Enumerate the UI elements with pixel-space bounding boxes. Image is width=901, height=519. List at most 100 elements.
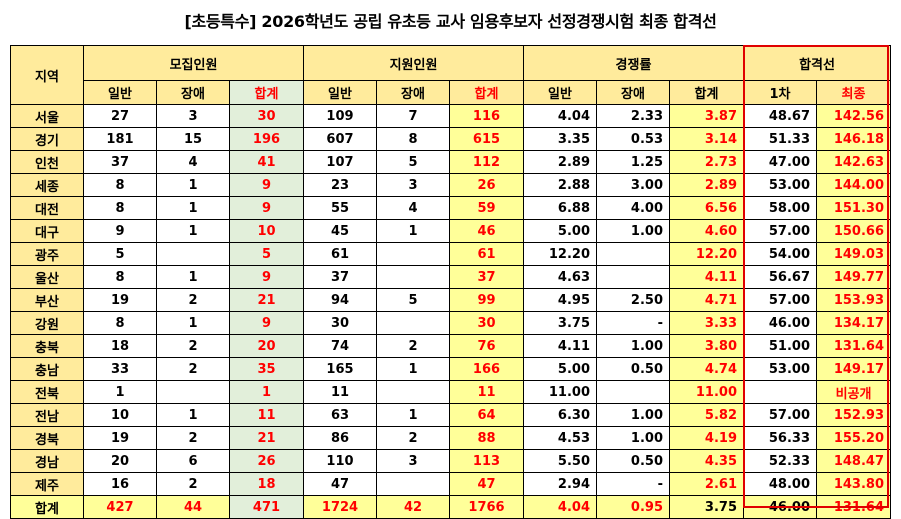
cell-applicants-general: 1724 [303, 495, 377, 519]
cell-cutoff-final: 143.80 [815, 472, 892, 496]
cell-recruit-total: 11 [229, 403, 304, 427]
cell-applicants-general: 607 [303, 127, 377, 151]
header-recruit-disabled: 장애 [156, 80, 230, 105]
cell-ratio-disabled: 2.50 [596, 288, 670, 312]
cell-recruit-general: 19 [83, 288, 157, 312]
header-cutoff: 합격선 [742, 45, 892, 81]
cell-ratio-disabled [596, 265, 670, 289]
cell-recruit-total: 20 [229, 334, 304, 358]
cell-region: 세종 [10, 173, 84, 197]
cell-ratio-total: 5.82 [669, 403, 744, 427]
cell-ratio-disabled: 4.00 [596, 196, 670, 220]
cell-recruit-general: 33 [83, 357, 157, 381]
cell-recruit-disabled: 1 [156, 403, 230, 427]
header-ratio-general: 일반 [523, 80, 597, 105]
cell-applicants-total: 76 [449, 334, 524, 358]
cell-recruit-general: 18 [83, 334, 157, 358]
cell-cutoff-first: 57.00 [743, 219, 817, 243]
cell-applicants-general: 45 [303, 219, 377, 243]
cell-applicants-disabled: 2 [376, 426, 450, 450]
cell-cutoff-final: 144.00 [815, 173, 892, 197]
table-row: 강원 8 1 9 30 30 3.75-3.33 46.00 134.17 [10, 311, 892, 335]
cell-applicants-disabled: 5 [376, 150, 450, 174]
cell-recruit-disabled: 2 [156, 288, 230, 312]
cell-region: 강원 [10, 311, 84, 335]
cell-recruit-general: 8 [83, 265, 157, 289]
cell-ratio-general: 6.30 [523, 403, 597, 427]
cell-recruit-general: 8 [83, 311, 157, 335]
cell-cutoff-first: 58.00 [743, 196, 817, 220]
cell-applicants-general: 47 [303, 472, 377, 496]
cell-applicants-general: 61 [303, 242, 377, 266]
page-title: [초등특수] 2026학년도 공립 유초등 교사 임용후보자 선정경쟁시험 최종… [184, 12, 717, 31]
cell-applicants-general: 63 [303, 403, 377, 427]
cell-recruit-total: 21 [229, 288, 304, 312]
table-row: 충남 33 2 35 165 1 166 5.00 0.50 4.74 53.00 149.17 [10, 357, 892, 381]
cell-ratio-total: 6.56 [669, 196, 744, 220]
cell-ratio-disabled: 0.50 [596, 449, 670, 473]
cell-recruit-general: 20 [83, 449, 157, 473]
cell-cutoff-first: 51.00 [743, 334, 817, 358]
cell-cutoff-final: 146.18 [815, 127, 892, 151]
cell-ratio-disabled: 0.53 [596, 127, 670, 151]
cell-ratio-total: 3.33 [669, 311, 744, 335]
cell-applicants-total: 47 [449, 472, 524, 496]
cell-recruit-total: 30 [229, 104, 304, 128]
cell-applicants-general: 86 [303, 426, 377, 450]
cell-applicants-total: 112 [449, 150, 524, 174]
cell-recruit-disabled: 1 [156, 196, 230, 220]
cell-applicants-disabled [376, 380, 450, 404]
cell-recruit-general: 10 [83, 403, 157, 427]
cell-recruit-general: 27 [83, 104, 157, 128]
cell-cutoff-final: 142.56 [815, 104, 892, 128]
cell-applicants-total: 64 [449, 403, 524, 427]
header-ratio-disabled: 장애 [596, 80, 670, 105]
cell-region: 서울 [10, 104, 84, 128]
cell-region: 울산 [10, 265, 84, 289]
cell-ratio-total: 3.14 [669, 127, 744, 151]
cell-cutoff-final: 142.63 [815, 150, 892, 174]
cell-ratio-total: 2.89 [669, 173, 744, 197]
cell-cutoff-first: 51.33 [743, 127, 817, 151]
cell-cutoff-first: 46.00 [743, 311, 817, 335]
cell-applicants-disabled: 8 [376, 127, 450, 151]
cell-cutoff-final: 155.20 [815, 426, 892, 450]
cell-ratio-total: 4.11 [669, 265, 744, 289]
cell-applicants-total: 37 [449, 265, 524, 289]
cell-ratio-general: 3.35 [523, 127, 597, 151]
cell-ratio-disabled: 3.00 [596, 173, 670, 197]
cell-applicants-general: 30 [303, 311, 377, 335]
cell-applicants-general: 23 [303, 173, 377, 197]
cell-recruit-disabled: 1 [156, 265, 230, 289]
cell-cutoff-first: 48.67 [743, 104, 817, 128]
cell-applicants-general: 37 [303, 265, 377, 289]
cell-applicants-general: 165 [303, 357, 377, 381]
cell-ratio-disabled: 1.00 [596, 334, 670, 358]
header-ratio: 경쟁률 [523, 45, 744, 81]
cell-applicants-disabled: 5 [376, 288, 450, 312]
cell-ratio-general: 11.00 [523, 380, 597, 404]
table-row: 광주 5 5 61 61 12.20 12.20 54.00 149.03 [10, 242, 892, 266]
cell-region: 경남 [10, 449, 84, 473]
header-recruit-general: 일반 [83, 80, 157, 105]
cell-ratio-disabled: - [596, 472, 670, 496]
cell-applicants-disabled: 3 [376, 173, 450, 197]
header-applicants-total: 합계 [449, 80, 524, 105]
table-row: 제주 16 2 18 47 47 2.94-2.61 48.00 143.80 [10, 472, 892, 496]
table-row: 경북 19 2 21 86 2 88 4.53 1.00 4.19 56.33 155.20 [10, 426, 892, 450]
cell-applicants-disabled: 2 [376, 334, 450, 358]
cell-ratio-total: 11.00 [669, 380, 744, 404]
cell-ratio-general: 5.00 [523, 219, 597, 243]
cell-region: 부산 [10, 288, 84, 312]
table-row: 대구 9 1 10 45 1 46 5.00 1.00 4.60 57.00 150.66 [10, 219, 892, 243]
cell-recruit-total: 471 [229, 495, 304, 519]
cell-applicants-total: 46 [449, 219, 524, 243]
cell-cutoff-first: 47.00 [743, 150, 817, 174]
cell-applicants-general: 55 [303, 196, 377, 220]
cell-cutoff-final: 비공개 [815, 380, 892, 404]
cell-ratio-disabled: 1.00 [596, 403, 670, 427]
cell-cutoff-final: 148.47 [815, 449, 892, 473]
cell-cutoff-first: 57.00 [743, 288, 817, 312]
header-row-group: 지역 모집인원 지원인원 경쟁률 합격선 [10, 45, 892, 105]
cell-ratio-general: 4.95 [523, 288, 597, 312]
